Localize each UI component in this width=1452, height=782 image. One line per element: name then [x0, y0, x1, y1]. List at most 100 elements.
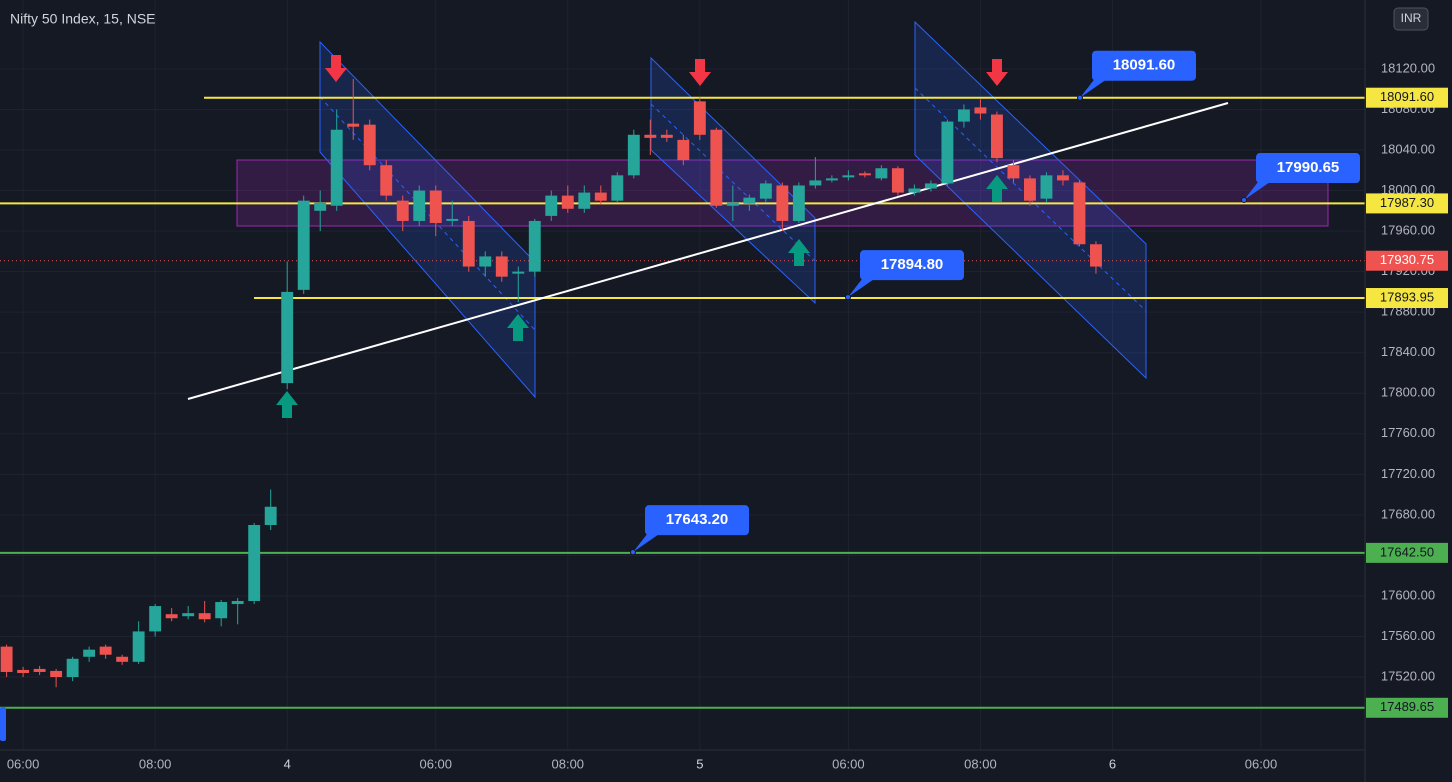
candle-body — [264, 506, 277, 525]
candle-body — [66, 658, 79, 678]
candle-body — [429, 190, 442, 223]
level-tag — [1366, 697, 1448, 718]
callout-box — [1092, 50, 1196, 81]
candle-body — [446, 218, 459, 221]
candle-body — [462, 220, 475, 267]
down-arrows — [325, 55, 1008, 86]
y-tick-label: 17760.00 — [1381, 425, 1435, 440]
level-tag — [1366, 542, 1448, 563]
arrow-up — [788, 239, 810, 266]
candle-body — [0, 646, 13, 672]
x-tick-label: 06:00 — [7, 756, 40, 771]
candle-body — [314, 202, 327, 211]
x-tick-label: 06:00 — [419, 756, 452, 771]
trend-line — [187, 102, 1229, 400]
y-tick-label: 17720.00 — [1381, 466, 1435, 481]
last-price-tag — [1366, 250, 1448, 271]
level-tag — [1366, 193, 1448, 214]
candle-body — [644, 134, 657, 138]
callout-pointer — [1080, 79, 1106, 98]
candle-body — [759, 183, 772, 199]
candle-body — [330, 129, 343, 206]
candle-body — [578, 192, 591, 209]
candle-body — [149, 606, 162, 632]
candle-body — [380, 165, 393, 196]
y-tick-label: 17600.00 — [1381, 587, 1435, 602]
x-tick-label: 06:00 — [832, 756, 865, 771]
candle-body — [248, 525, 261, 602]
y-tick-label: 18120.00 — [1381, 60, 1435, 75]
y-tick-label: 17840.00 — [1381, 344, 1435, 359]
arrow-up — [276, 391, 298, 418]
candle-body — [396, 200, 409, 221]
candle-body — [660, 134, 673, 138]
candle-body — [776, 185, 789, 221]
y-tick-label: 17800.00 — [1381, 385, 1435, 400]
arrow-up — [986, 175, 1008, 202]
candle-body — [528, 220, 541, 272]
candle-body — [842, 175, 855, 178]
callout-anchor — [845, 294, 851, 301]
currency-button[interactable] — [1393, 7, 1429, 31]
candle-body — [1007, 165, 1020, 179]
x-tick-label: 4 — [284, 756, 291, 771]
arrow-down — [325, 55, 347, 82]
candle-body — [17, 669, 30, 673]
channel-mid — [650, 103, 816, 262]
callout-label: 17894.80 — [881, 256, 944, 273]
callout-pointer — [848, 279, 874, 298]
candle-body — [1090, 244, 1102, 267]
candle-body — [743, 197, 756, 204]
candle-body — [182, 613, 195, 617]
callout-box — [645, 505, 749, 536]
callout-box — [1256, 153, 1360, 184]
candle-body — [726, 202, 739, 206]
candle-body — [50, 670, 63, 678]
candle-body — [875, 168, 888, 179]
x-tick-label: 6 — [1109, 756, 1116, 771]
candle-body — [891, 168, 904, 193]
arrow-down — [689, 59, 711, 86]
candle-body — [677, 139, 690, 161]
candle-body — [1073, 182, 1086, 245]
candle-body — [1040, 175, 1053, 199]
candle-body — [1057, 175, 1069, 181]
callout-anchor — [1077, 94, 1083, 101]
callout-anchor — [1241, 197, 1247, 204]
level-tag — [1366, 288, 1448, 309]
chart-title: Nifty 50 Index, 15, NSE — [10, 11, 156, 27]
currency[interactable]: INR — [1401, 11, 1422, 25]
candle-body — [297, 200, 310, 290]
candle-body — [99, 646, 112, 655]
y-tick-label: 18000.00 — [1381, 182, 1435, 197]
candle-body — [495, 256, 508, 277]
candle-body — [693, 101, 706, 135]
candle-body — [363, 124, 376, 166]
candle-body — [924, 183, 937, 189]
candle-body — [908, 188, 921, 193]
x-tick-label: 08:00 — [964, 756, 997, 771]
level-tag-label: 17893.95 — [1380, 289, 1434, 304]
level-tag-label: 18091.60 — [1380, 89, 1434, 104]
arrow-down — [986, 59, 1008, 86]
x-tick-label: 08:00 — [552, 756, 585, 771]
price-axis — [1365, 0, 1452, 782]
callout-label: 18091.60 — [1113, 57, 1176, 74]
candle-body — [33, 668, 46, 672]
candle-body — [627, 134, 640, 176]
candle-body — [198, 613, 211, 620]
axis: 17520.0017560.0017600.0017640.0017680.00… — [7, 60, 1448, 771]
level-tag-label: 17489.65 — [1380, 699, 1434, 714]
candle-body — [858, 173, 871, 176]
channel-mid — [319, 96, 536, 331]
candle-body — [809, 180, 822, 186]
candle-body — [512, 271, 525, 274]
x-tick-label: 08:00 — [139, 756, 172, 771]
last-price-label: 17930.75 — [1380, 252, 1434, 267]
y-tick-label: 17680.00 — [1381, 506, 1435, 521]
candles — [0, 79, 1102, 688]
arrow-up — [507, 314, 529, 341]
up-arrows — [276, 175, 1008, 418]
